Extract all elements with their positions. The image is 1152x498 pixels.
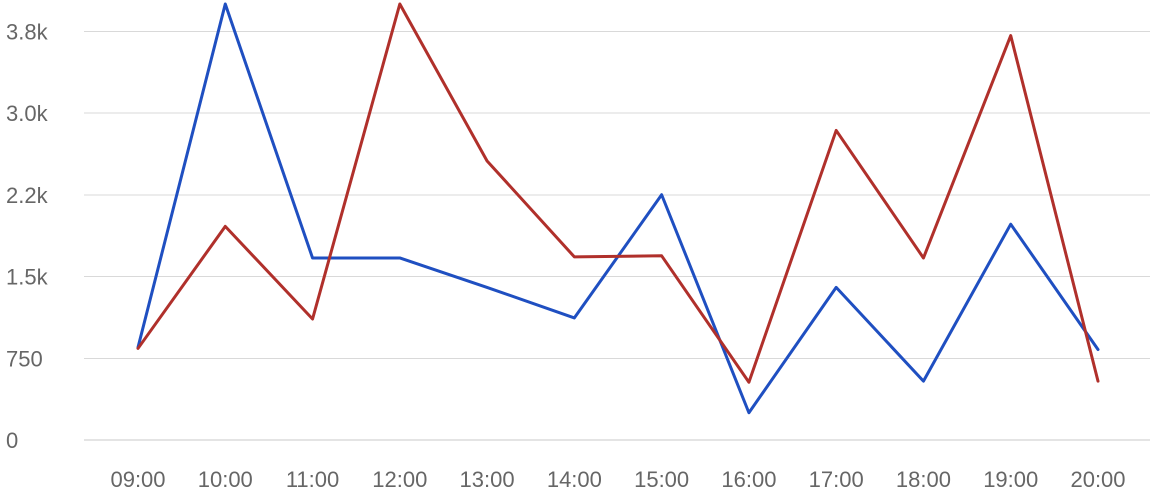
y-tick-label: 3.0k [6,101,49,126]
x-tick-label: 20:00 [1070,467,1125,492]
y-tick-label: 750 [6,346,43,371]
grid-layer [84,30,1150,359]
x-tick-label: 12:00 [372,467,427,492]
series-layer [136,2,1100,415]
x-tick-label: 15:00 [634,467,689,492]
series-line-1 [136,2,1100,415]
x-tick-label: 19:00 [983,467,1038,492]
x-tick-label: 13:00 [460,467,515,492]
x-tick-label: 17:00 [809,467,864,492]
x-tick-label: 11:00 [286,467,339,492]
tick-layer: 0 750 1.5k 2.2k 3.0k 3.8k 09:00 10:00 11:00 12:00… [6,19,1126,492]
y-tick-label: 0 [6,428,18,453]
x-tick-label: 09:00 [110,467,165,492]
y-tick-label: 3.8k [6,19,49,44]
x-tick-label: 16:00 [721,467,776,492]
x-tick-label: 14:00 [547,467,602,492]
series-line-2 [136,2,1100,384]
y-tick-label: 1.5k [6,265,49,290]
y-tick-label: 2.2k [6,183,49,208]
x-tick-label: 18:00 [896,467,951,492]
x-tick-label: 10:00 [198,467,253,492]
